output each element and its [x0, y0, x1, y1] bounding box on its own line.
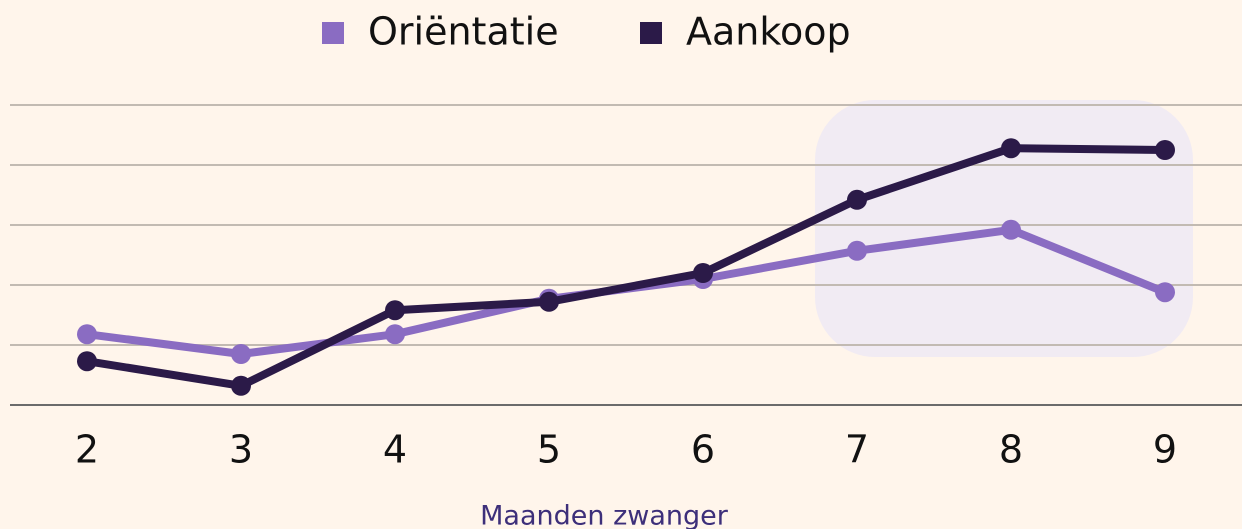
data-point — [1155, 140, 1175, 160]
data-point — [539, 291, 559, 312]
data-point — [77, 324, 97, 345]
data-point — [1001, 138, 1021, 159]
x-tick-label: 4 — [383, 428, 407, 472]
data-point — [385, 324, 405, 345]
data-point — [385, 300, 405, 321]
data-point — [77, 351, 97, 372]
data-point — [693, 263, 713, 283]
data-point — [847, 189, 867, 210]
x-tick-label: 6 — [691, 428, 715, 472]
x-tick-label: 8 — [999, 428, 1023, 472]
data-point — [847, 240, 867, 261]
legend-label: Aankoop — [686, 10, 851, 54]
legend-swatch — [322, 22, 344, 44]
x-tick-label: 3 — [229, 428, 253, 472]
data-point — [1001, 219, 1021, 240]
series-line — [86, 144, 1166, 390]
x-tick-label: 9 — [1153, 428, 1177, 472]
data-point — [1155, 282, 1175, 303]
legend-label: Oriëntatie — [368, 10, 559, 54]
x-tick-label: 2 — [75, 428, 99, 472]
data-point — [231, 375, 251, 396]
legend-swatch — [640, 22, 662, 44]
x-tick-label: 7 — [845, 428, 869, 472]
x-axis-label: Maanden zwanger — [480, 501, 729, 529]
x-tick-label: 5 — [537, 428, 561, 472]
data-point — [231, 344, 251, 364]
